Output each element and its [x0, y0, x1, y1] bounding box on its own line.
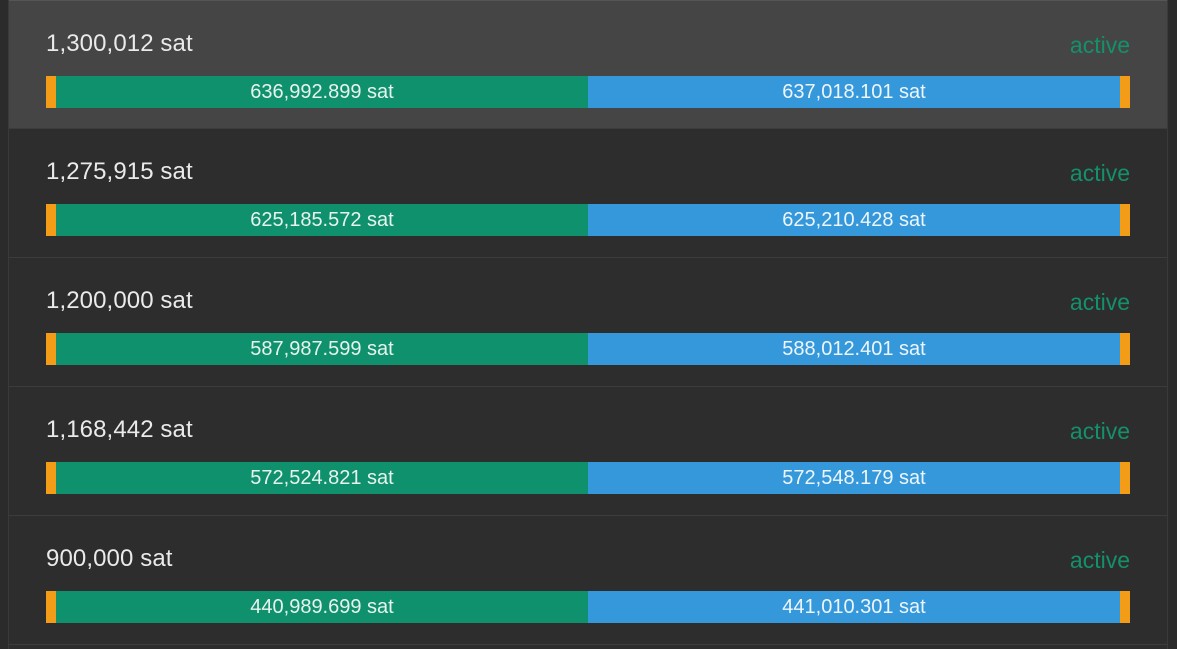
channel-capacity: 900,000 sat: [46, 545, 173, 572]
channel-capacity: 1,200,000 sat: [46, 287, 193, 314]
channel-status: active: [1069, 547, 1130, 573]
remote-reserve-segment: [1120, 204, 1130, 236]
channel-status: active: [1069, 32, 1130, 58]
channel-row[interactable]: 900,000 sat active 440,989.699 sat 441,0…: [9, 516, 1167, 645]
local-reserve-segment: [46, 333, 56, 365]
channel-row[interactable]: 1,168,442 sat active 572,524.821 sat 572…: [9, 387, 1167, 516]
channel-list: 1,300,012 sat active 636,992.899 sat 637…: [8, 0, 1168, 649]
local-reserve-segment: [46, 591, 56, 623]
remote-balance-segment: 588,012.401 sat: [588, 333, 1120, 365]
local-balance-segment: 587,987.599 sat: [56, 333, 588, 365]
channel-row[interactable]: 1,275,915 sat active 625,185.572 sat 625…: [9, 129, 1167, 258]
balance-bar: 625,185.572 sat 625,210.428 sat: [46, 204, 1131, 236]
balance-bar: 636,992.899 sat 637,018.101 sat: [46, 76, 1131, 108]
remote-reserve-segment: [1120, 591, 1130, 623]
remote-reserve-segment: [1120, 76, 1130, 108]
channel-capacity: 1,275,915 sat: [46, 158, 193, 185]
local-reserve-segment: [46, 462, 56, 494]
remote-balance-segment: 625,210.428 sat: [588, 204, 1120, 236]
balance-bar: 440,989.699 sat 441,010.301 sat: [46, 591, 1131, 623]
remote-balance-segment: 637,018.101 sat: [588, 76, 1120, 108]
channel-capacity: 1,168,442 sat: [46, 416, 193, 443]
local-balance-segment: 636,992.899 sat: [56, 76, 588, 108]
channel-status: active: [1069, 160, 1130, 186]
balance-bar: 587,987.599 sat 588,012.401 sat: [46, 333, 1131, 365]
channel-row[interactable]: 1,200,000 sat active 587,987.599 sat 588…: [9, 258, 1167, 387]
channel-status: active: [1069, 289, 1130, 315]
remote-balance-segment: 572,548.179 sat: [588, 462, 1120, 494]
remote-balance-segment: 441,010.301 sat: [588, 591, 1120, 623]
local-balance-segment: 440,989.699 sat: [56, 591, 588, 623]
balance-bar: 572,524.821 sat 572,548.179 sat: [46, 462, 1131, 494]
channel-status: active: [1069, 418, 1130, 444]
local-reserve-segment: [46, 76, 56, 108]
local-balance-segment: 625,185.572 sat: [56, 204, 588, 236]
local-balance-segment: 572,524.821 sat: [56, 462, 588, 494]
local-reserve-segment: [46, 204, 56, 236]
channel-row[interactable]: 1,300,012 sat active 636,992.899 sat 637…: [9, 0, 1167, 129]
remote-reserve-segment: [1120, 333, 1130, 365]
channel-capacity: 1,300,012 sat: [46, 30, 193, 57]
remote-reserve-segment: [1120, 462, 1130, 494]
